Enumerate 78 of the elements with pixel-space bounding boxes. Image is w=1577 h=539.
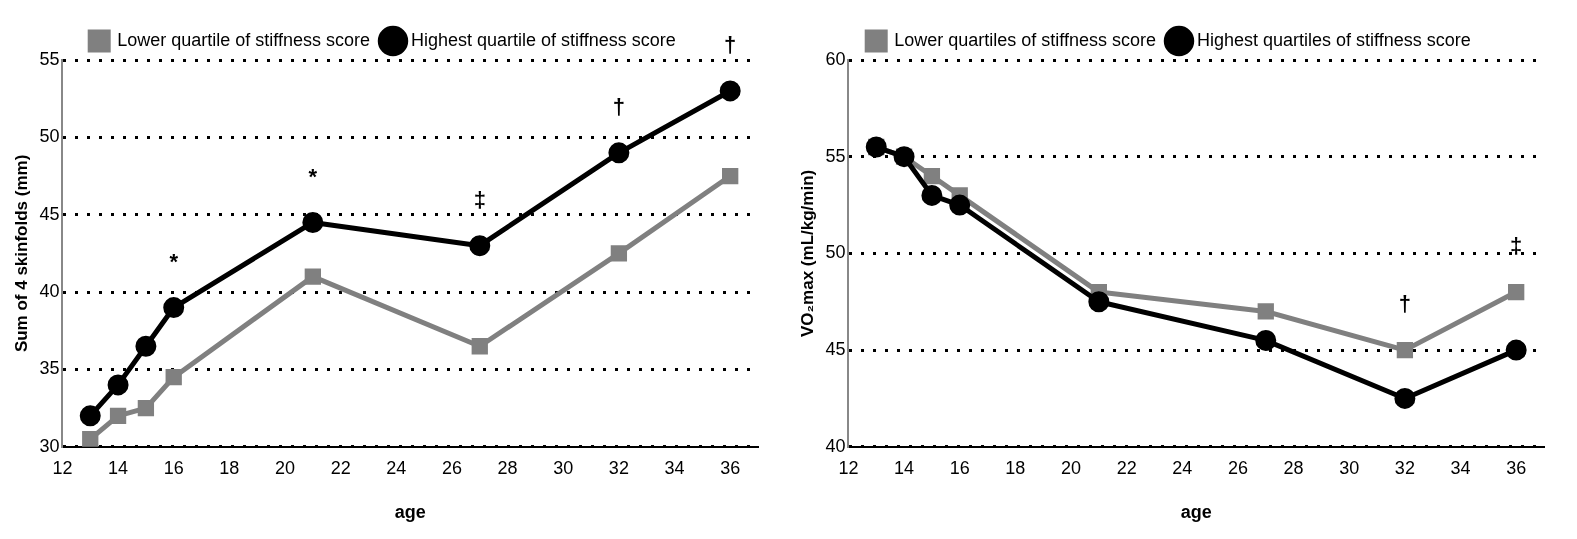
x-tick-label: 18: [1005, 457, 1026, 478]
x-tick-label: 16: [949, 457, 970, 478]
x-tick-label: 16: [163, 457, 184, 478]
y-tick-label: 45: [825, 339, 846, 360]
x-tick-label: 30: [1339, 457, 1360, 478]
y-tick-label: 55: [825, 145, 846, 166]
x-tick-label: 36: [1506, 457, 1527, 478]
y-tick-label: 50: [825, 242, 846, 263]
x-tick-label: 14: [108, 457, 129, 478]
y-tick-label: 40: [825, 435, 846, 456]
point: [1394, 387, 1416, 409]
legend-label: Lower quartile of stiffness score: [117, 29, 370, 50]
x-axis-title: age: [1180, 502, 1212, 523]
x-tick-label: 22: [330, 457, 351, 478]
point: [608, 142, 630, 164]
point: [1255, 329, 1277, 351]
x-tick-label: 30: [553, 457, 574, 478]
x-tick-label: 20: [274, 457, 296, 478]
x-tick-label: 26: [441, 457, 462, 478]
point: [304, 268, 321, 285]
x-tick-label: 14: [894, 457, 915, 478]
point: [921, 184, 943, 206]
annotation: †: [1398, 291, 1412, 317]
x-tick-label: 32: [1394, 457, 1415, 478]
x-tick-label: 26: [1227, 457, 1248, 478]
x-tick-label: 20: [1060, 457, 1082, 478]
x-tick-label: 22: [1116, 457, 1137, 478]
legend-label: Highest quartiles of stiffness score: [1197, 29, 1471, 50]
annotation: *: [308, 163, 318, 189]
y-axis-title: Sum of 4 skinfolds (mm): [11, 154, 31, 353]
point: [79, 405, 101, 427]
y-axis-title: VO₂max (mL/kg/min): [797, 169, 817, 337]
point: [82, 430, 99, 447]
point: [135, 335, 157, 357]
annotation: ‡: [1510, 233, 1523, 259]
x-tick-label: 28: [1283, 457, 1304, 478]
x-axis-title: age: [394, 502, 426, 523]
point: [469, 235, 491, 257]
point: [719, 80, 741, 102]
x-tick-label: 12: [52, 457, 73, 478]
point: [722, 167, 739, 185]
point: [1257, 303, 1274, 320]
annotation: †: [724, 32, 737, 58]
y-tick-label: 35: [39, 358, 60, 379]
point: [1088, 291, 1110, 313]
x-tick-label: 12: [838, 457, 859, 478]
x-tick-label: 24: [1172, 457, 1193, 478]
point: [923, 167, 941, 185]
point: [949, 194, 971, 216]
x-tick-label: 34: [1450, 457, 1471, 478]
y-tick-label: 60: [825, 48, 846, 69]
point: [109, 407, 127, 425]
annotation: ‡: [473, 186, 486, 212]
annotation: †: [612, 93, 626, 119]
y-tick-label: 40: [39, 281, 60, 302]
annotation: *: [169, 248, 179, 274]
point: [302, 211, 324, 233]
legend-label: Lower quartiles of stiffness score: [894, 29, 1156, 50]
point: [165, 369, 182, 386]
y-tick-label: 55: [39, 48, 60, 69]
legend-label: Highest quartile of stiffness score: [411, 29, 676, 50]
point: [107, 374, 129, 396]
x-tick-label: 32: [608, 457, 629, 478]
point: [163, 297, 185, 319]
point: [1505, 339, 1527, 361]
y-tick-label: 45: [39, 203, 60, 224]
point: [1396, 341, 1414, 359]
x-tick-label: 24: [386, 457, 407, 478]
x-tick-label: 34: [664, 457, 685, 478]
y-tick-label: 30: [39, 435, 60, 456]
point: [137, 399, 155, 417]
point: [471, 338, 488, 355]
point: [610, 245, 628, 262]
x-tick-label: 18: [219, 457, 240, 478]
point: [1508, 283, 1525, 301]
x-tick-label: 36: [720, 457, 741, 478]
x-tick-label: 28: [497, 457, 518, 478]
y-tick-label: 50: [39, 126, 60, 147]
